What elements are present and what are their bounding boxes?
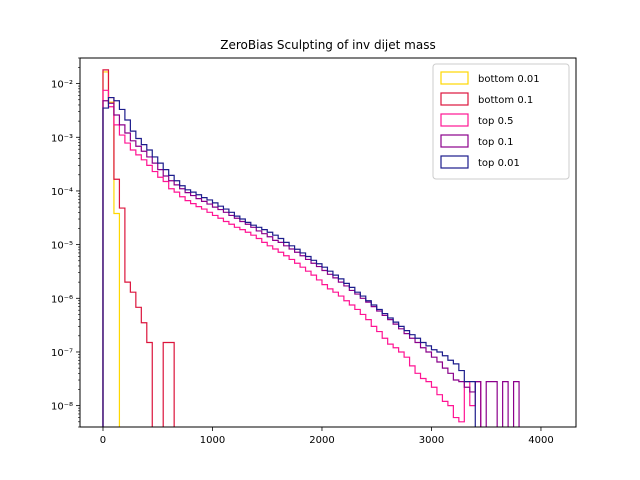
x-tick-label: 3000 <box>419 435 444 446</box>
legend-swatch <box>440 71 469 85</box>
x-axis: 0 1000 2000 3000 4000 <box>100 427 554 446</box>
y-axis: 10⁻⁸ 10⁻⁷ 10⁻⁶ 10⁻⁵ 10⁻⁴ 10⁻³ 10⁻² <box>51 57 80 428</box>
y-tick-label: 10⁻⁵ <box>51 241 73 252</box>
y-tick-label: 10⁻² <box>51 80 73 91</box>
x-tick-label: 0 <box>100 435 106 446</box>
legend-label: top 0.01 <box>478 158 520 169</box>
series-line-top-0-1 <box>102 100 520 427</box>
x-tick-label: 1000 <box>200 435 225 446</box>
axes-frame <box>79 57 577 428</box>
y-tick-label: 10⁻⁸ <box>51 402 73 413</box>
legend-swatch <box>440 92 469 106</box>
legend-swatch <box>440 134 469 148</box>
legend-label: bottom 0.01 <box>478 74 540 85</box>
series-line-top-0-01 <box>102 96 476 427</box>
legend-label: top 0.1 <box>478 137 513 148</box>
chart-title: ZeroBias Sculpting of inv dijet mass <box>220 38 435 52</box>
y-tick-label: 10⁻⁷ <box>51 348 73 359</box>
legend-swatch <box>440 155 469 169</box>
y-tick-label: 10⁻³ <box>51 133 73 144</box>
y-tick-label: 10⁻⁶ <box>51 294 73 305</box>
series-line-top-0-5 <box>102 89 482 427</box>
x-tick-label: 4000 <box>528 435 553 446</box>
legend-label: bottom 0.1 <box>478 95 533 106</box>
legend: bottom 0.01 bottom 0.1 top 0.5 top 0.1 top 0… <box>432 63 570 180</box>
y-tick-label: 10⁻⁴ <box>51 187 73 198</box>
plot-area <box>102 69 520 427</box>
x-tick-label: 2000 <box>309 435 334 446</box>
legend-label: top 0.5 <box>478 116 513 127</box>
legend-swatch <box>440 113 469 127</box>
